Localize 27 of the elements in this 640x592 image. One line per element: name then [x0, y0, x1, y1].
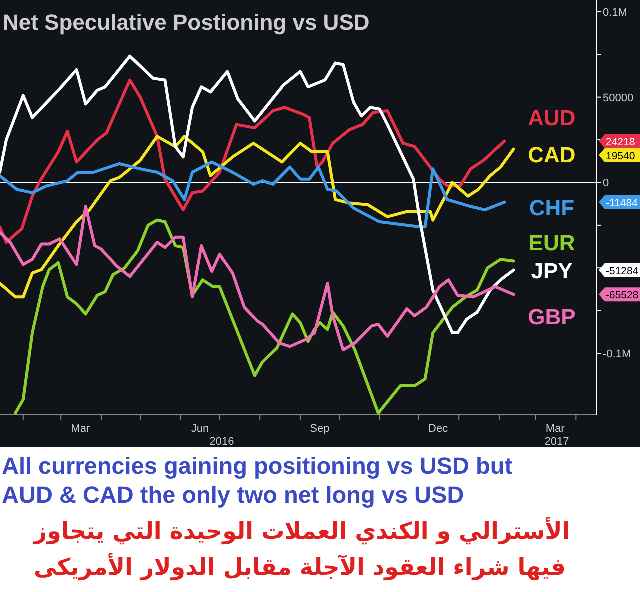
series-label: GBP	[528, 304, 576, 330]
series-label: EUR	[528, 230, 576, 256]
y-tick-label: 0.1M	[603, 6, 628, 19]
text: -11484	[606, 197, 638, 210]
text: الأسترالي و الكندي العملات الوحيدة التي يتجاوز	[32, 517, 570, 545]
text: -65528	[606, 290, 639, 302]
text: AUD & CAD the only two net long vs USD	[2, 482, 464, 508]
text: 2016	[210, 436, 234, 448]
text: All currencies gaining positioning vs USD but	[2, 453, 513, 479]
text: Net Speculative Postioning vs USD	[3, 10, 370, 35]
text: 19540	[606, 150, 636, 162]
y-tick-label: -0.1M	[603, 348, 632, 361]
y-tick-label: 50000	[603, 92, 634, 104]
text: -51284	[606, 265, 639, 278]
series-label: AUD	[528, 105, 576, 130]
legend-label: CHF	[529, 195, 575, 220]
x-tick-label: Mar	[71, 423, 90, 435]
legend-label: CAD	[528, 142, 576, 168]
x-tick-label: Mar	[546, 423, 566, 435]
legend-label: JPY	[531, 258, 574, 284]
text: فيها شراء العقود الآجلة مقابل الدولار الأمريكى	[34, 553, 566, 581]
x-tick-label: Jun	[191, 423, 210, 435]
x-tick-label: Sep	[310, 423, 330, 435]
y-tick-label: 0	[603, 178, 610, 190]
text: 2017	[544, 436, 570, 448]
text: 24218	[606, 136, 636, 148]
x-tick-label: Dec	[428, 423, 449, 435]
